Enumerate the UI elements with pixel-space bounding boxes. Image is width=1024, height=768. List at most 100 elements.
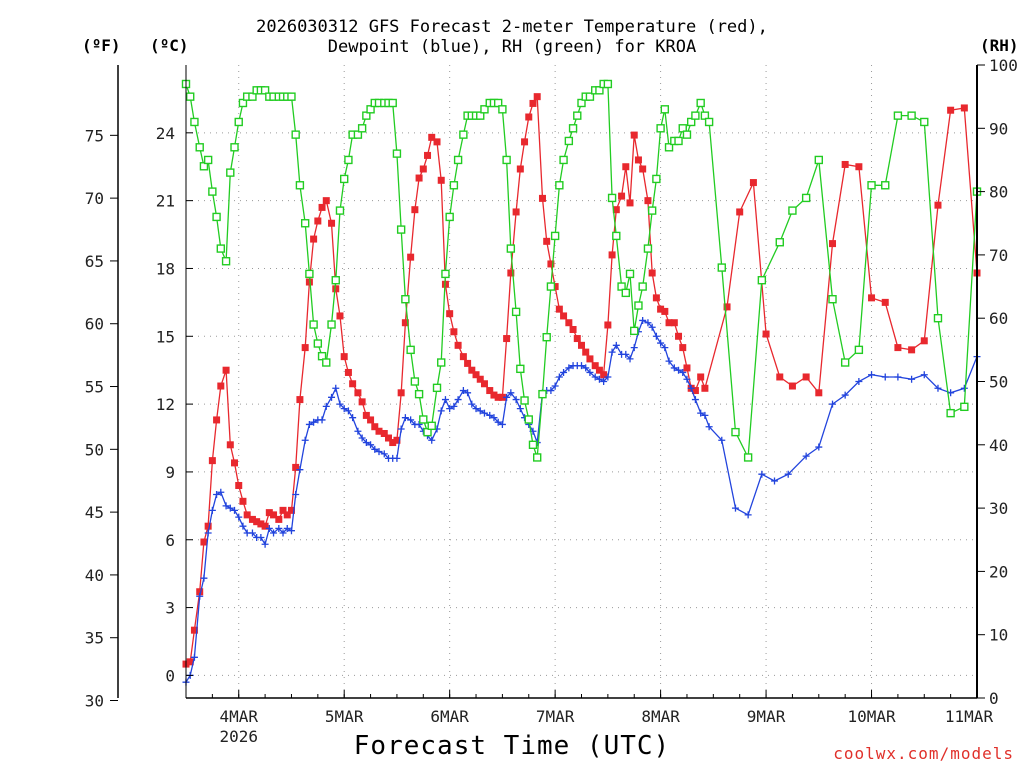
dewpoint-point bbox=[407, 416, 415, 424]
rh-point bbox=[621, 288, 630, 298]
temperature-point bbox=[287, 506, 295, 514]
rh-point bbox=[717, 263, 726, 272]
temperature-point bbox=[560, 312, 568, 320]
dewpoint-point bbox=[516, 405, 524, 413]
temperature-point bbox=[934, 201, 942, 209]
rh-point bbox=[700, 111, 710, 120]
dewpoint-point bbox=[841, 391, 849, 399]
rh-point bbox=[208, 187, 217, 196]
rh-point bbox=[840, 358, 850, 367]
rh-point bbox=[542, 332, 551, 342]
temperature-point bbox=[200, 538, 208, 546]
celsius-tick-label: 12 bbox=[156, 395, 175, 414]
dewpoint-point bbox=[362, 439, 370, 447]
temperature-point bbox=[213, 416, 221, 424]
temperature-point bbox=[419, 165, 427, 173]
dewpoint-point bbox=[718, 436, 726, 444]
rh-point bbox=[704, 117, 714, 127]
dewpoint-point bbox=[622, 350, 630, 358]
dewpoint-point bbox=[287, 527, 295, 535]
dewpoint-point bbox=[555, 373, 563, 381]
temperature-point bbox=[371, 423, 379, 431]
temperature-point bbox=[257, 520, 265, 528]
dewpoint-point bbox=[675, 366, 683, 374]
rh-point bbox=[617, 282, 626, 291]
rh-point bbox=[612, 231, 621, 241]
temperature-point bbox=[476, 375, 484, 383]
dewpoint-point bbox=[200, 574, 208, 582]
temperature-point bbox=[340, 353, 348, 361]
temperature-point bbox=[411, 206, 419, 214]
temperature-point bbox=[332, 285, 340, 293]
dewpoint-point bbox=[639, 316, 647, 324]
rh-point bbox=[406, 345, 415, 355]
temperature-point bbox=[243, 511, 251, 519]
rh-point bbox=[331, 276, 340, 285]
rh-point bbox=[674, 136, 683, 146]
temperature-point bbox=[196, 588, 204, 596]
dewpoint-point bbox=[328, 393, 336, 401]
temperature-point bbox=[736, 208, 744, 216]
temperature-point bbox=[701, 384, 709, 392]
rh-point bbox=[893, 111, 903, 120]
dewpoint-point bbox=[551, 382, 559, 390]
temperature-point bbox=[354, 389, 362, 397]
rh-point bbox=[538, 389, 547, 399]
rh-point bbox=[401, 295, 410, 304]
rh-point bbox=[366, 105, 375, 114]
rh-unit-label: (RH) bbox=[980, 36, 1019, 55]
rh-point bbox=[933, 314, 943, 323]
dewpoint-point bbox=[358, 434, 366, 442]
fahrenheit-unit-label: (ºF) bbox=[82, 36, 121, 55]
rh-point bbox=[502, 155, 511, 165]
temperature-point bbox=[639, 165, 647, 173]
temperature-point bbox=[428, 133, 436, 141]
temperature-point bbox=[190, 626, 198, 634]
temperature-point bbox=[529, 99, 537, 107]
temperature-point bbox=[670, 319, 678, 327]
temperature-point bbox=[547, 260, 555, 268]
chart-title-line-2: Dewpoint (blue), RH (green) for KROA bbox=[327, 37, 697, 57]
dewpoint-point bbox=[275, 524, 283, 532]
dewpoint-point bbox=[257, 533, 265, 541]
temperature-point bbox=[551, 283, 559, 291]
credit-link[interactable]: coolwx.com/models bbox=[833, 744, 1014, 763]
dewpoint-point bbox=[868, 371, 876, 379]
dewpoint-point bbox=[301, 436, 309, 444]
rh-point bbox=[801, 193, 811, 203]
rh-point bbox=[309, 320, 318, 329]
temperature-point bbox=[310, 235, 318, 243]
rh-point bbox=[828, 295, 837, 304]
dewpoint-point bbox=[318, 416, 326, 424]
rh-point bbox=[656, 124, 665, 133]
temperature-point bbox=[468, 366, 476, 374]
rh-point bbox=[634, 301, 643, 310]
dewpoint-point bbox=[367, 441, 375, 449]
rh-point bbox=[287, 92, 296, 101]
rh-point bbox=[664, 143, 674, 152]
rh-tick-label: 10 bbox=[989, 626, 1008, 645]
dewpoint-point bbox=[459, 387, 467, 395]
rh-point bbox=[216, 244, 226, 253]
dewpoint-point bbox=[626, 355, 634, 363]
dewpoint-point bbox=[446, 405, 454, 413]
rh-point bbox=[414, 389, 424, 399]
temperature-point bbox=[591, 362, 599, 370]
rh-tick-label: 40 bbox=[989, 436, 1008, 455]
dewpoint-point bbox=[648, 323, 656, 331]
dewpoint-point bbox=[691, 396, 699, 404]
dewpoint-point bbox=[468, 400, 476, 408]
rh-point bbox=[195, 143, 204, 152]
rh-point bbox=[199, 162, 209, 171]
temperature-point bbox=[367, 416, 375, 424]
dewpoint-point bbox=[190, 653, 198, 661]
rh-tick-label: 60 bbox=[989, 309, 1008, 328]
temperature-point bbox=[762, 330, 770, 338]
dewpoint-point bbox=[354, 427, 362, 435]
rh-tick-label: 50 bbox=[989, 373, 1008, 392]
dewpoint-point bbox=[679, 368, 687, 376]
rh-point bbox=[691, 111, 700, 120]
temperature-point bbox=[328, 219, 336, 227]
dewpoint-point bbox=[855, 378, 863, 385]
temperature-point bbox=[841, 160, 849, 168]
